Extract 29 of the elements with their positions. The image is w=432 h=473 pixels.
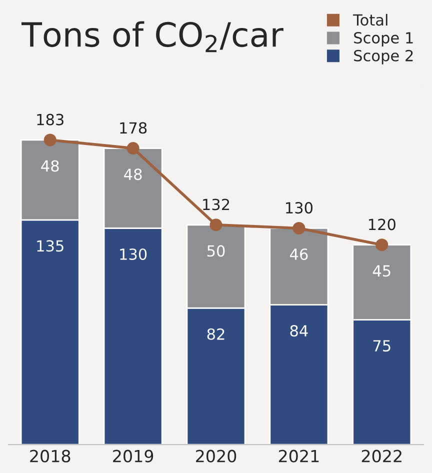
point [126, 142, 140, 155]
data-label: 135 [37, 240, 64, 252]
data-label: 48 [124, 168, 142, 180]
point [44, 134, 56, 146]
x-tick-label: 2022 [362, 450, 402, 462]
legend-label: Scope 2 [354, 50, 413, 64]
data-label: 84 [290, 325, 308, 337]
data-label: 82 [207, 328, 224, 340]
data-label: 45 [372, 265, 390, 277]
x-tick-label: 2020 [196, 450, 236, 462]
data-label: 75 [373, 340, 390, 352]
point [210, 218, 222, 232]
text: Tons of CO$_{2}$/car [22, 21, 284, 52]
x-tick-label: 2021 [278, 450, 319, 462]
data-label: 183 [37, 114, 64, 126]
legend-label: Scope 1 [354, 32, 413, 47]
data-label: 130 [286, 202, 313, 214]
data-label: 120 [368, 218, 396, 230]
x-tick-label: 2018 [30, 450, 70, 462]
data-label: 178 [120, 122, 147, 134]
data-label: 130 [120, 248, 147, 260]
data-label: 132 [203, 198, 230, 210]
data-label: 48 [41, 160, 59, 172]
data-label: 46 [290, 248, 308, 260]
legend-label: Total [353, 14, 388, 26]
x-tick-label: 2019 [113, 450, 154, 462]
point [376, 238, 388, 252]
data-label: 50 [207, 245, 225, 257]
point [292, 222, 306, 234]
